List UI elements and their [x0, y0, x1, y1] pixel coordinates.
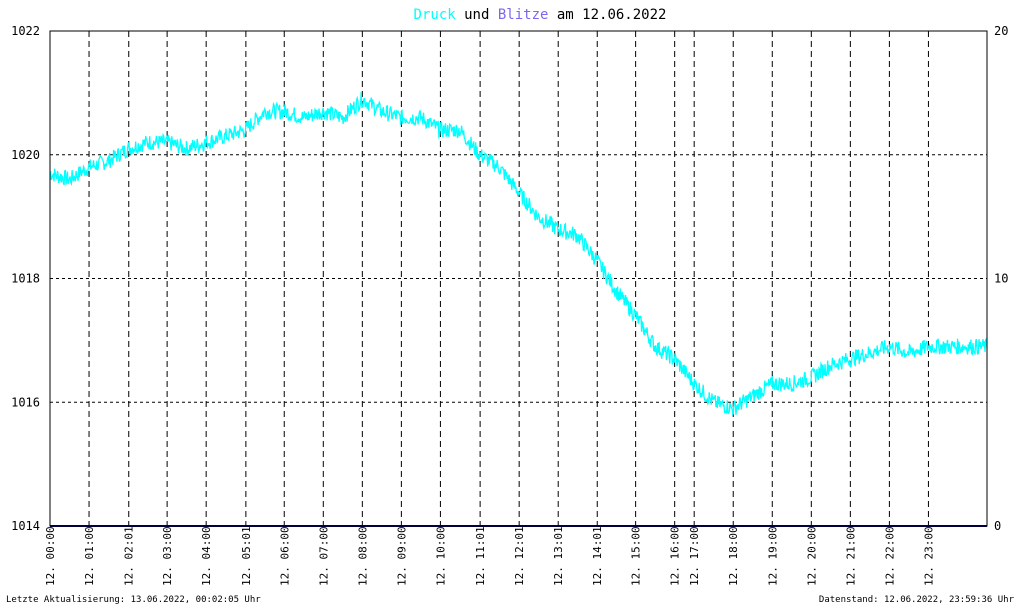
plot-frame [49, 30, 988, 527]
x-tick-label: 12. 21:00 [844, 526, 857, 586]
y-left-tick-label: 1016 [11, 395, 40, 409]
x-tick-label: 12. 06:00 [278, 526, 291, 586]
x-tick-label: 12. 07:00 [317, 526, 330, 586]
x-tick-label: 12. 11:01 [474, 526, 487, 586]
chart-title-und: und [456, 7, 498, 23]
x-tick-label: 12. 02:01 [123, 526, 136, 586]
x-tick-label: 12. 03:00 [161, 526, 174, 586]
y-left-tick-label: 1018 [11, 272, 40, 286]
y-left-tick-label: 1014 [11, 519, 40, 533]
x-tick-label: 12. 08:00 [356, 526, 369, 586]
x-tick-label: 12. 18:00 [727, 526, 740, 586]
y-right-tick-label: 20 [994, 24, 1008, 38]
x-tick-label: 12. 15:00 [630, 526, 643, 586]
x-tick-label: 12. 22:00 [883, 526, 896, 586]
y-axis-left-labels: 1022 1020 1018 1016 1014 [11, 24, 40, 533]
chart-title: Druck und Blitze am 12.06.2022 [414, 7, 667, 23]
x-tick-label: 12. 23:00 [922, 526, 935, 586]
x-tick-label: 12. 09:00 [395, 526, 408, 586]
chart-title-date: am 12.06.2022 [548, 7, 666, 23]
y-axis-right-labels: 20 10 0 [994, 24, 1008, 533]
x-tick-label: 12. 20:00 [805, 526, 818, 586]
series-druck-line [49, 92, 988, 416]
grid-lines [50, 31, 987, 526]
x-tick-label: 12. 19:00 [766, 526, 779, 586]
x-tick-label: 12. 05:01 [240, 526, 253, 586]
y-left-tick-label: 1022 [11, 24, 40, 38]
x-tick-label: 12. 14:01 [591, 526, 604, 586]
chart-title-druck: Druck [414, 7, 457, 23]
series-layer [49, 92, 988, 527]
footer-last-update: Letzte Aktualisierung: 13.06.2022, 00:02… [6, 595, 261, 605]
x-tick-label: 12. 00:00 [44, 526, 57, 586]
x-axis-labels: 12. 00:00 12. 01:00 12. 02:01 12. 03:00 12. … [44, 526, 935, 586]
plot-border [49, 30, 988, 527]
chart-title-blitze: Blitze [498, 7, 549, 23]
x-tick-label: 12. 01:00 [83, 526, 96, 586]
x-tick-label: 12. 10:00 [434, 526, 447, 586]
y-left-tick-label: 1020 [11, 148, 40, 162]
x-tick-label: 12. 17:00 [688, 526, 701, 586]
x-tick-label: 12. 12:01 [513, 526, 526, 586]
y-right-tick-label: 0 [994, 519, 1001, 533]
x-tick-label: 12. 13:01 [552, 526, 565, 586]
x-tick-label: 12. 04:00 [200, 526, 213, 586]
footer-data-status: Datenstand: 12.06.2022, 23:59:36 Uhr [819, 595, 1015, 605]
y-right-tick-label: 10 [994, 272, 1008, 286]
x-tick-label: 12. 16:00 [669, 526, 682, 586]
